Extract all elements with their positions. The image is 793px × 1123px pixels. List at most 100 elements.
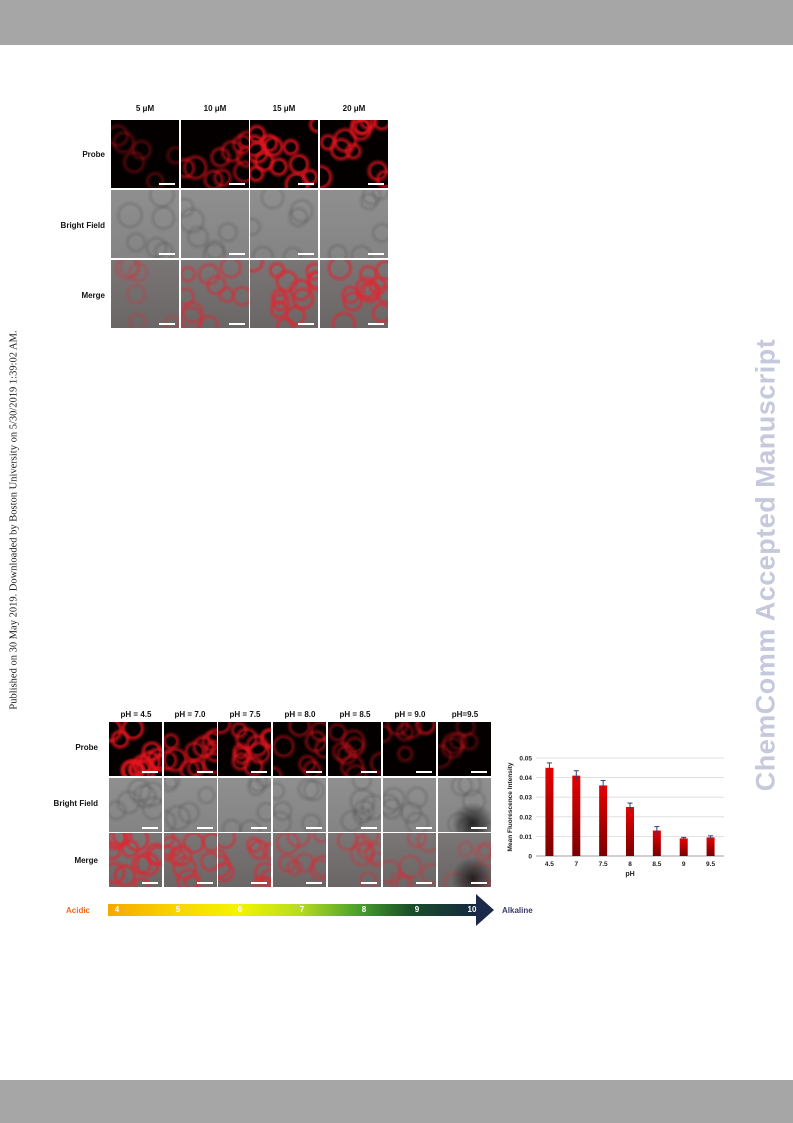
col-header-ph-9-5: pH=9.5 <box>451 710 479 719</box>
header-bar <box>0 0 793 45</box>
scale-bar <box>361 827 377 829</box>
micrograph-merge-3 <box>250 260 318 328</box>
ph-tick-6: 6 <box>237 905 243 914</box>
row-label-bright-field: Bright Field <box>60 221 105 230</box>
micrograph-ph-bright-5 <box>328 778 381 832</box>
scale-bar <box>229 323 245 325</box>
micrograph-probe-2 <box>181 120 249 188</box>
row-label-merge-ph: Merge <box>74 856 98 865</box>
scale-bar <box>471 882 487 884</box>
y-tick-label-2: 0.02 <box>519 814 532 821</box>
ph-tick-8: 8 <box>361 905 367 914</box>
scale-bar <box>416 771 432 773</box>
scale-bar <box>306 882 322 884</box>
micrograph-ph-probe-7 <box>438 722 491 776</box>
scale-bar <box>368 323 384 325</box>
scale-bar <box>142 827 158 829</box>
ph-tick-10: 10 <box>467 905 477 914</box>
ph-gradient-bar <box>108 904 476 916</box>
micrograph-merge-4 <box>320 260 388 328</box>
col-header-ph-4-5: pH = 4.5 <box>120 710 152 719</box>
micrograph-ph-merge-3 <box>218 833 271 887</box>
col-header-15uM: 15 μM <box>272 104 296 113</box>
scale-bar <box>229 183 245 185</box>
col-header-ph-8-0: pH = 8.0 <box>284 710 316 719</box>
micrograph-merge-2 <box>181 260 249 328</box>
x-tick-label-0: 4.5 <box>545 861 554 868</box>
scale-bar <box>142 771 158 773</box>
scale-bar <box>471 827 487 829</box>
scale-bar <box>368 183 384 185</box>
bar-ph-9 <box>679 838 688 856</box>
micrograph-ph-bright-6 <box>383 778 436 832</box>
micrograph-bright-4 <box>320 190 388 258</box>
scale-bar <box>159 183 175 185</box>
y-tick-label-3: 0.03 <box>519 795 532 802</box>
x-tick-label-4: 8.5 <box>652 861 661 868</box>
col-header-5uM: 5 μM <box>135 104 155 113</box>
scale-bar <box>159 323 175 325</box>
micrograph-ph-bright-4 <box>273 778 326 832</box>
micrograph-bright-1 <box>111 190 179 258</box>
x-tick-label-1: 7 <box>574 861 578 868</box>
micrograph-bright-3 <box>250 190 318 258</box>
x-tick-label-6: 9.5 <box>706 861 715 868</box>
micrograph-ph-probe-3 <box>218 722 271 776</box>
y-axis-label: Mean Fluorescence Intensity <box>507 762 514 851</box>
scale-bar <box>251 882 267 884</box>
col-header-ph-7-0: pH = 7.0 <box>174 710 206 719</box>
scale-bar <box>471 771 487 773</box>
x-tick-label-2: 7.5 <box>599 861 608 868</box>
micrograph-ph-probe-2 <box>164 722 217 776</box>
scale-bar <box>416 882 432 884</box>
micrograph-ph-merge-6 <box>383 833 436 887</box>
mean-fluorescence-chart: 0 0.01 0.02 0.03 0.04 0.05 4.5 7 7.5 8 8.5 9 9.5 pH Me… <box>507 756 724 878</box>
col-header-ph-8-5: pH = 8.5 <box>339 710 371 719</box>
row-label-merge: Merge <box>81 291 105 300</box>
y-tick-label-1: 0.01 <box>519 834 532 841</box>
x-tick-label-5: 9 <box>682 861 686 868</box>
footer-bar <box>0 1080 793 1123</box>
scale-bar <box>416 827 432 829</box>
micrograph-ph-merge-1 <box>109 833 162 887</box>
bar-ph-8 <box>626 807 634 856</box>
scale-bar <box>298 253 314 255</box>
micrograph-ph-merge-2 <box>164 833 217 887</box>
bar-ph-7.5 <box>599 785 608 856</box>
bar-ph-4.5 <box>545 767 554 856</box>
col-header-10uM: 10 μM <box>203 104 227 113</box>
col-header-20uM: 20 μM <box>342 104 366 113</box>
micrograph-ph-probe-4 <box>273 722 326 776</box>
micrograph-probe-3 <box>250 120 318 188</box>
ph-arrow-head <box>476 894 494 926</box>
micrograph-ph-bright-2 <box>164 778 217 832</box>
scale-bar <box>361 882 377 884</box>
row-label-probe: Probe <box>82 150 105 159</box>
scale-bar <box>306 771 322 773</box>
ph-scale-alkaline-label: Alkaline <box>502 906 533 915</box>
micrograph-ph-probe-1 <box>109 722 162 776</box>
scale-bar <box>197 771 213 773</box>
scale-bar <box>251 771 267 773</box>
scale-bar <box>159 253 175 255</box>
y-tick-label-0: 0 <box>528 854 532 861</box>
scale-bar <box>368 253 384 255</box>
scale-bar <box>251 827 267 829</box>
col-header-ph-7-5: pH = 7.5 <box>229 710 261 719</box>
scale-bar <box>298 183 314 185</box>
micrograph-ph-probe-6 <box>383 722 436 776</box>
micrograph-ph-merge-4 <box>273 833 326 887</box>
micrograph-merge-1 <box>111 260 179 328</box>
scale-bar <box>306 827 322 829</box>
ph-tick-7: 7 <box>299 905 305 914</box>
micrograph-ph-probe-5 <box>328 722 381 776</box>
scale-bar <box>197 882 213 884</box>
row-label-bright-field-ph: Bright Field <box>53 799 98 808</box>
micrograph-probe-1 <box>111 120 179 188</box>
y-tick-label-5: 0.05 <box>519 756 532 763</box>
bar-ph-9.5 <box>706 837 715 856</box>
scale-bar <box>142 882 158 884</box>
micrograph-ph-merge-7 <box>438 833 491 887</box>
scale-bar <box>197 827 213 829</box>
x-tick-label-3: 8 <box>628 861 632 868</box>
